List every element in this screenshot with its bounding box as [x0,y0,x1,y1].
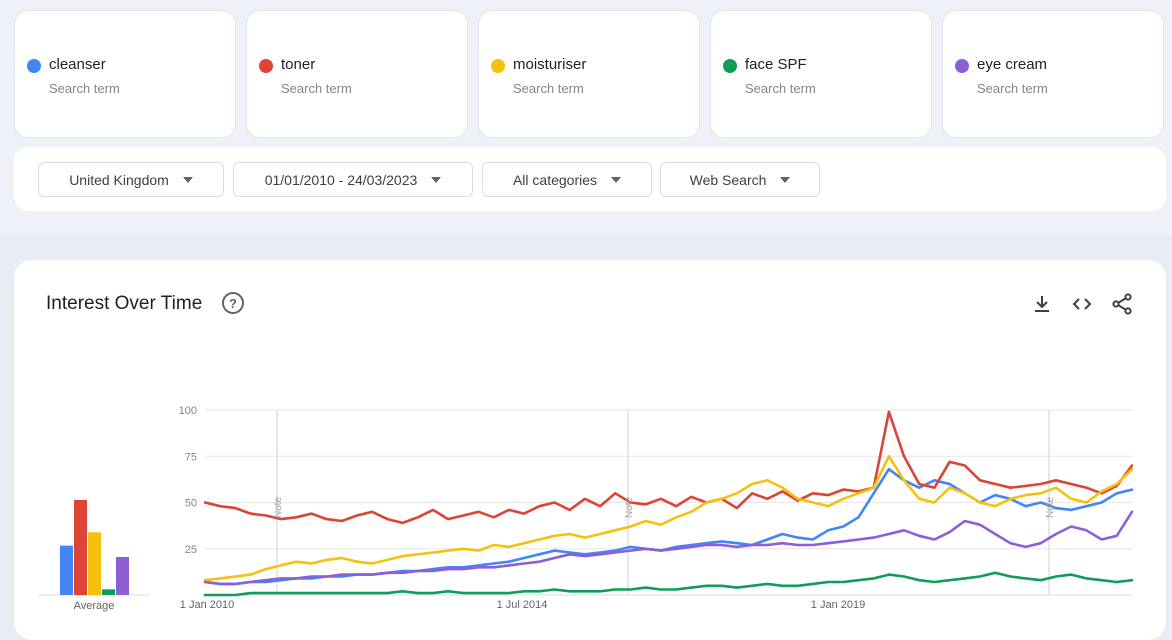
search-term-name[interactable]: moisturiser [513,56,587,73]
category-value: All categories [512,171,598,188]
share-icon[interactable] [1110,292,1134,316]
search-term-label: Search term [49,81,120,96]
panel-title: Interest Over Time [46,293,203,314]
caret-down-icon [182,176,193,183]
search-term-label: Search term [745,81,816,96]
date-range-dropdown[interactable]: 01/01/2010 - 24/03/2023 [233,162,473,197]
search-term-name[interactable]: face SPF [745,56,807,73]
search-term-card-moisturiser[interactable]: moisturiser Search term [478,10,700,138]
download-icon[interactable] [1030,292,1054,316]
search-term-name[interactable]: toner [281,56,316,73]
search-term-label: Search term [977,81,1048,96]
search-term-card-eye-cream[interactable]: eye cream Search term [942,10,1164,138]
color-dot-icon [259,59,273,73]
search-term-card-cleanser[interactable]: cleanser Search term [14,10,236,138]
search-term-card-face-spf[interactable]: face SPF Search term [710,10,932,138]
caret-down-icon [611,176,622,183]
embed-icon[interactable] [1070,292,1094,316]
interest-over-time-panel: Interest Over Time ? [14,260,1166,640]
search-term-label: Search term [513,81,584,96]
caret-down-icon [780,176,791,183]
help-icon[interactable]: ? [222,292,244,314]
region-value: United Kingdom [69,171,169,188]
category-dropdown[interactable]: All categories [482,162,652,197]
filter-bar: United Kingdom 01/01/2010 - 24/03/2023 A… [14,147,1166,211]
color-dot-icon [27,59,41,73]
search-property-dropdown[interactable]: Web Search [660,162,820,197]
color-dot-icon [723,59,737,73]
search-property-value: Web Search [689,171,767,188]
search-term-card-toner[interactable]: toner Search term [246,10,468,138]
date-range-value: 01/01/2010 - 24/03/2023 [264,171,418,188]
region-dropdown[interactable]: United Kingdom [38,162,224,197]
search-term-name[interactable]: eye cream [977,56,1048,73]
caret-down-icon [431,176,442,183]
search-term-label: Search term [281,81,352,96]
search-term-name[interactable]: cleanser [49,56,106,73]
color-dot-icon [955,59,969,73]
color-dot-icon [491,59,505,73]
